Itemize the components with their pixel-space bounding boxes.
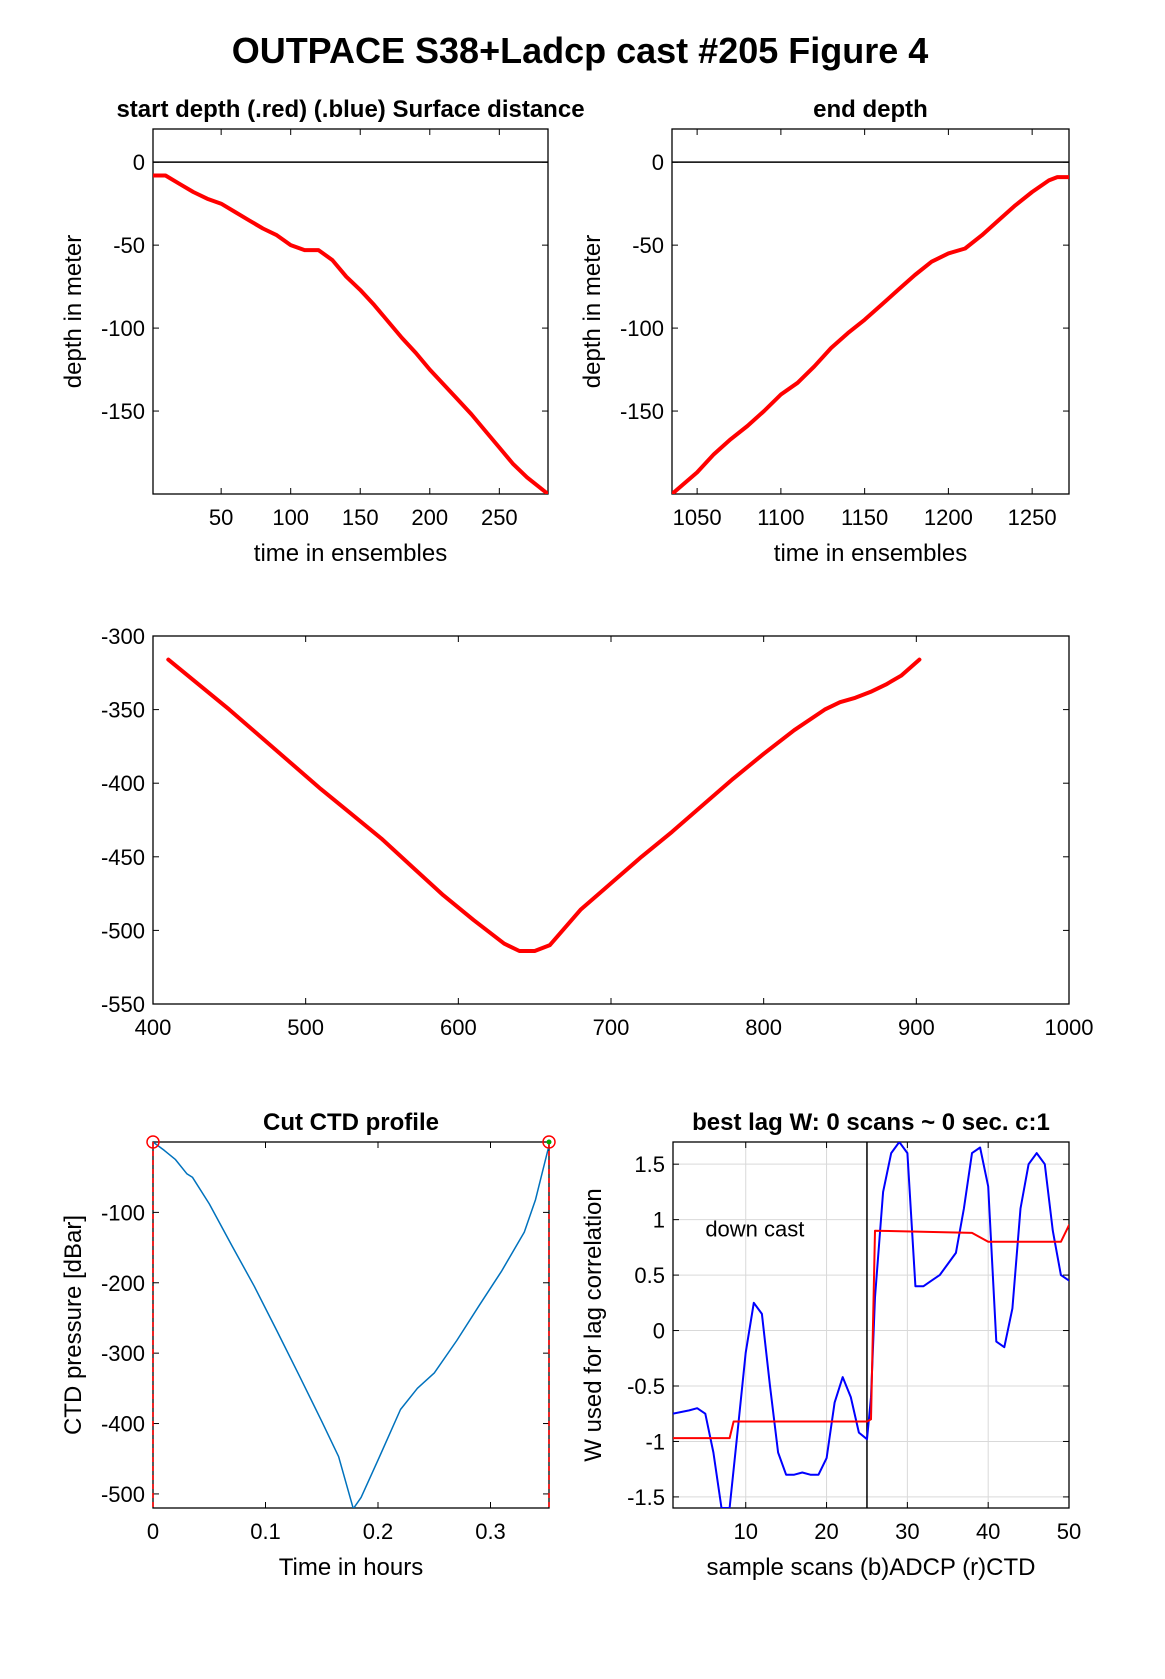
x-tick-label: 1150 [841,505,888,530]
x-tick-label: 10 [733,1519,757,1544]
y-axis-label: depth in meter [579,235,606,388]
series-line-0 [673,1142,1069,1508]
plot-best-lag: 10 20 30 40 50 1.5 1 0.5 0 -0.5 -1 -1.5 best lag W: … [580,1109,1081,1581]
y-tick-label: -150 [101,399,145,424]
y-axis-label: depth in meter [60,235,87,388]
y-tick-label: -0.5 [627,1374,665,1399]
x-tick-label: 1000 [1045,1015,1094,1040]
x-tick-label: 0 [147,1519,159,1544]
axes-box [152,128,549,495]
y-tick-label: 1 [653,1208,665,1233]
plot-title: start depth (.red) (.blue) Surface dista… [116,96,584,123]
x-axis-label: time in ensembles [254,540,447,567]
endpoint-dot [546,1139,552,1145]
y-tick-label: -350 [101,698,145,723]
x-tick-label: 30 [895,1519,919,1544]
y-tick-label: 0 [652,150,664,175]
y-tick-label: -500 [101,918,145,943]
y-tick-label: -550 [101,992,145,1017]
axes-box [672,1141,1070,1509]
axes-box [152,1141,550,1509]
x-tick-label: 1200 [924,505,973,530]
y-tick-label: -100 [101,1200,145,1225]
plot-end-depth: 1050 1100 1150 1200 1250 0 -50 -100 -150 end dept… [579,96,1070,567]
y-tick-label: -400 [101,1412,145,1437]
x-tick-label: 600 [440,1015,477,1040]
y-tick-label: 0 [653,1319,665,1344]
y-tick-label: -50 [113,233,145,258]
x-tick-label: 700 [593,1015,630,1040]
y-tick-label: -50 [632,233,664,258]
plot-start-depth: 50 100 150 200 250 0 -50 -100 -150 start depth (.… [60,96,585,567]
y-tick-label: -400 [101,771,145,796]
series-line-1 [673,1224,1069,1440]
x-tick-label: 200 [411,505,448,530]
plot-depth-profile: 400 500 600 700 800 900 1000 -300 -350 -400 -450 -5… [101,624,1094,1040]
y-tick-label: -200 [101,1271,145,1296]
x-tick-label: 0.2 [363,1519,394,1544]
x-tick-label: 0.1 [250,1519,281,1544]
x-tick-label: 800 [745,1015,782,1040]
x-tick-label: 500 [287,1015,324,1040]
y-tick-label: -500 [101,1482,145,1507]
series-line-0 [166,657,922,953]
x-tick-label: 50 [209,505,233,530]
plot-area [673,1142,1069,1508]
axes-box [152,635,1070,1005]
x-tick-label: 1250 [1008,505,1057,530]
y-tick-label: -1 [645,1429,665,1454]
x-tick-label: 400 [135,1015,172,1040]
y-tick-label: -150 [620,399,664,424]
x-tick-label: 250 [481,505,518,530]
y-tick-label: 0 [133,150,145,175]
plot-title: Cut CTD profile [263,1109,439,1136]
y-tick-label: -100 [620,316,664,341]
x-axis-label: sample scans (b)ADCP (r)CTD [707,1554,1036,1581]
x-tick-label: 20 [814,1519,838,1544]
figure-title: OUTPACE S38+Ladcp cast #205 Figure 4 [232,30,929,71]
y-axis-label: CTD pressure [dBar] [60,1215,87,1435]
x-tick-label: 1100 [757,505,804,530]
y-tick-label: 0.5 [634,1263,665,1288]
y-tick-label: -1.5 [627,1485,665,1510]
y-tick-label: -300 [101,1341,145,1366]
x-axis-label: time in ensembles [774,540,967,567]
x-tick-label: 900 [898,1015,935,1040]
x-tick-label: 0.3 [475,1519,506,1544]
endpoint-marker [146,1135,160,1149]
axes-box [671,128,1070,495]
x-tick-label: 1050 [673,505,722,530]
plot-title: end depth [813,96,928,123]
y-tick-label: -450 [101,845,145,870]
y-axis-label: W used for lag correlation [580,1188,607,1461]
annotation-text: down cast [705,1216,804,1241]
y-tick-label: 1.5 [634,1152,665,1177]
plot-title: best lag W: 0 scans ~ 0 sec. c:1 [692,1109,1050,1136]
x-axis-label: Time in hours [279,1554,424,1581]
y-tick-label: -300 [101,624,145,649]
y-tick-label: -100 [101,316,145,341]
plot-area [153,161,548,494]
plot-area [153,1142,549,1508]
plot-area [672,161,1069,494]
series-line-0 [153,1142,549,1508]
series-line-0 [672,175,1069,494]
endpoint-marker [542,1135,556,1149]
x-tick-label: 50 [1057,1519,1081,1544]
x-tick-label: 40 [976,1519,1000,1544]
x-tick-label: 100 [272,505,309,530]
x-tick-label: 150 [342,505,379,530]
series-line-0 [153,173,548,494]
plot-cut-ctd-profile: 0 0.1 0.2 0.3 -100 -200 -300 -400 -500 Cut CTD pr… [60,1109,556,1581]
plot-area [166,657,922,953]
